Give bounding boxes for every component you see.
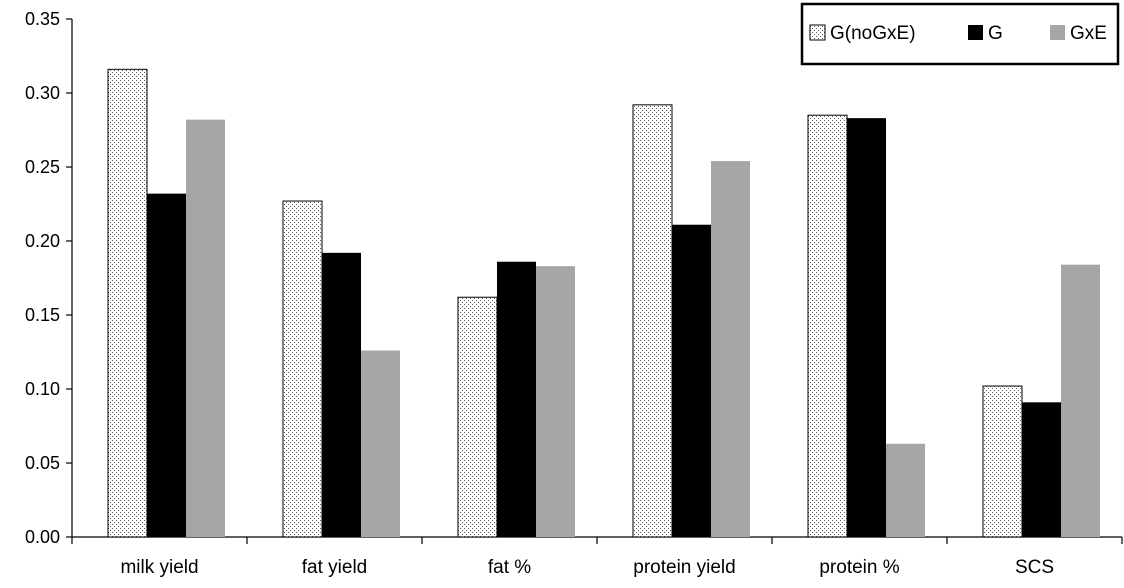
bar-gxe	[361, 350, 400, 537]
legend: G(noGxE) G GxE	[800, 2, 1120, 66]
bar-g-nogxe	[457, 296, 498, 538]
y-tick-label: 0.15	[25, 305, 60, 325]
bar-g-nogxe	[107, 68, 148, 538]
bar-g	[1022, 402, 1061, 537]
legend-swatch-g	[968, 25, 983, 40]
bar-gxe	[711, 161, 750, 537]
bar-g-nogxe	[982, 385, 1023, 538]
y-tick-label: 0.25	[25, 157, 60, 177]
bar-gxe	[536, 266, 575, 537]
bar-g	[497, 261, 536, 537]
bar-g	[672, 224, 711, 537]
legend-swatch-gxe	[1050, 25, 1065, 40]
bars	[107, 68, 1100, 538]
category-label: protein %	[819, 557, 899, 578]
y-axis: 0.00 0.05 0.10 0.15 0.20 0.25 0.30 0.35	[25, 9, 73, 547]
category-label: fat %	[488, 557, 531, 578]
y-tick-label: 0.10	[25, 379, 60, 399]
legend-label-g: G	[988, 23, 1003, 44]
bar-gxe	[186, 119, 225, 537]
category-label: milk yield	[120, 557, 198, 578]
bar-g	[322, 252, 361, 537]
legend-swatch-g-nogxe	[809, 24, 826, 41]
y-tick-label: 0.00	[25, 527, 60, 547]
y-tick-label: 0.30	[25, 83, 60, 103]
category-label: SCS	[1015, 557, 1054, 578]
bar-g-nogxe	[632, 104, 673, 538]
bar-g	[847, 118, 886, 537]
legend-label-g-nogxe: G(noGxE)	[830, 23, 916, 44]
bar-gxe	[1061, 264, 1100, 537]
bar-g-nogxe	[807, 114, 848, 538]
category-label: fat yield	[302, 557, 367, 578]
y-tick-label: 0.20	[25, 231, 60, 251]
x-axis: milk yield fat yield fat % protein yield pro…	[71, 536, 1123, 578]
bar-g-nogxe	[282, 200, 323, 538]
bar-g	[147, 193, 186, 537]
bar-gxe	[886, 443, 925, 537]
y-tick-label: 0.35	[25, 9, 60, 29]
category-label: protein yield	[633, 557, 735, 578]
legend-box	[800, 2, 1120, 66]
legend-label-gxe: GxE	[1070, 23, 1107, 44]
y-tick-label: 0.05	[25, 453, 60, 473]
